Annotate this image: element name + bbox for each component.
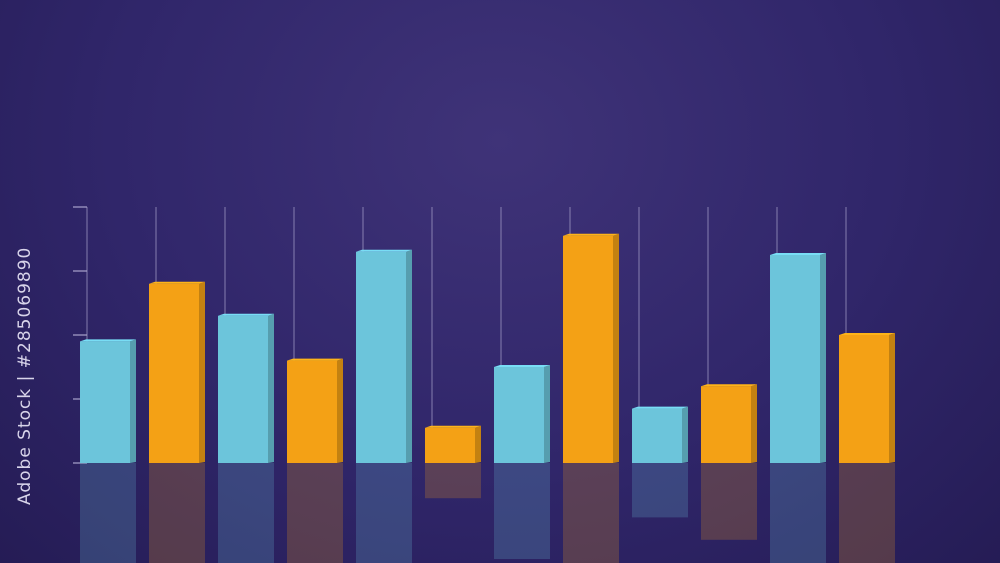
bar-top <box>287 358 343 361</box>
bar <box>494 367 544 463</box>
bar-side <box>751 384 757 463</box>
bar-reflection <box>425 463 481 499</box>
bar-top <box>563 233 619 236</box>
bar-top <box>770 253 826 255</box>
bar-top <box>149 281 205 284</box>
bar-top <box>425 425 481 428</box>
bar-reflection <box>287 463 343 563</box>
bar-top <box>218 313 274 316</box>
bar-reflection <box>839 463 895 563</box>
bar <box>80 341 130 463</box>
bar-reflection <box>563 463 619 563</box>
bar-reflection <box>218 463 274 563</box>
bar-top <box>494 365 550 367</box>
bar-reflection <box>80 463 136 563</box>
bar <box>770 255 820 463</box>
bar-side <box>268 313 274 463</box>
bar-side <box>406 249 412 463</box>
bar <box>632 408 682 463</box>
bar <box>356 251 406 463</box>
bar-side <box>889 333 895 463</box>
bar-top <box>356 249 412 252</box>
bar-top <box>632 406 688 409</box>
bar-reflection <box>632 463 688 518</box>
bar-side <box>613 233 619 463</box>
bar-side <box>199 281 205 463</box>
bar <box>839 335 889 463</box>
bar-reflection <box>149 463 205 563</box>
bar <box>701 386 751 463</box>
bar <box>287 360 337 463</box>
bar-side <box>820 253 826 463</box>
bar-reflection <box>494 463 550 559</box>
bar-top <box>839 333 895 335</box>
stock-id-label: Adobe Stock | #285069890 <box>15 246 35 505</box>
bar-side <box>682 406 688 463</box>
bar-side <box>475 425 481 463</box>
bar <box>218 315 268 463</box>
bar-reflection <box>356 463 412 563</box>
bar-reflection <box>701 463 757 540</box>
bar <box>149 283 199 463</box>
bar-top <box>701 384 757 387</box>
bar-reflection <box>770 463 826 563</box>
bar-side <box>544 365 550 463</box>
bar-side <box>130 339 136 463</box>
bar <box>425 427 475 463</box>
bar <box>563 235 613 463</box>
bar-side <box>337 358 343 463</box>
bar-top <box>80 339 136 342</box>
